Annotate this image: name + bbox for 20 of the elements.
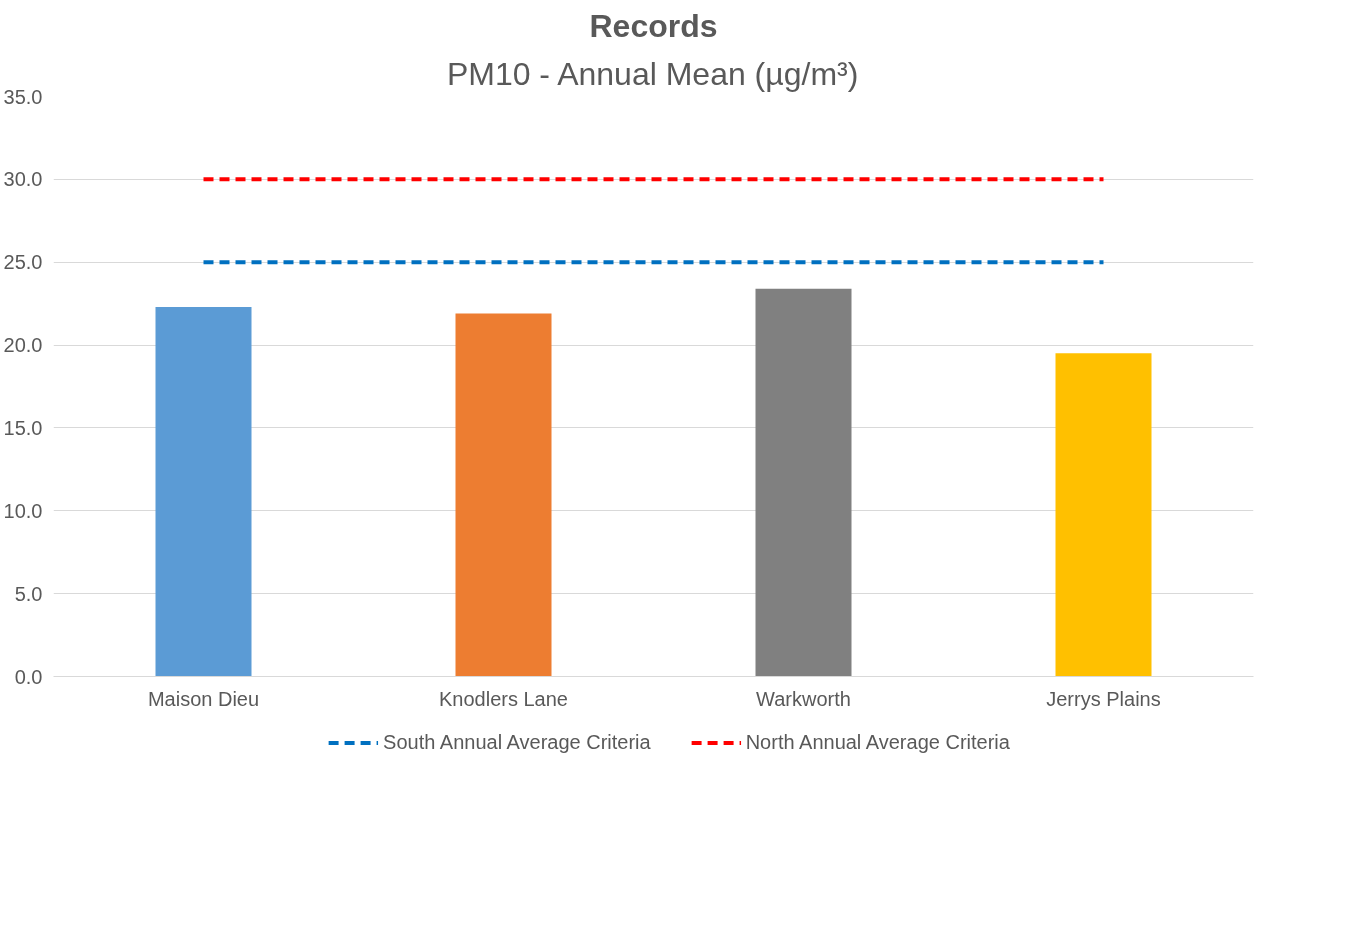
x-tick-label: Maison Dieu [147, 687, 260, 710]
x-tick-label: Jerrys Plains [1046, 687, 1161, 710]
y-tick-label: 10.0 [3, 499, 43, 522]
y-tick-label: 0.0 [14, 665, 43, 688]
chart-title: Records [589, 7, 718, 44]
y-tick-label: 25.0 [3, 251, 43, 274]
chart-subtitle: PM10 - Annual Mean (µg/m³) [446, 55, 859, 92]
bar [755, 288, 852, 677]
y-tick-label: 20.0 [3, 334, 43, 357]
y-tick-label: 35.0 [3, 85, 43, 108]
legend-label: South Annual Average Criteria [383, 730, 651, 754]
bar [1055, 353, 1152, 677]
y-tick-label: 15.0 [3, 416, 43, 439]
bar [155, 306, 252, 677]
x-tick-label: Warkworth [756, 687, 851, 710]
y-tick-label: 30.0 [3, 168, 43, 191]
y-tick-label: 5.0 [14, 582, 43, 605]
x-tick-label: Knodlers Lane [439, 687, 568, 710]
bar [455, 313, 552, 677]
legend-label: North Annual Average Criteria [745, 730, 1010, 754]
